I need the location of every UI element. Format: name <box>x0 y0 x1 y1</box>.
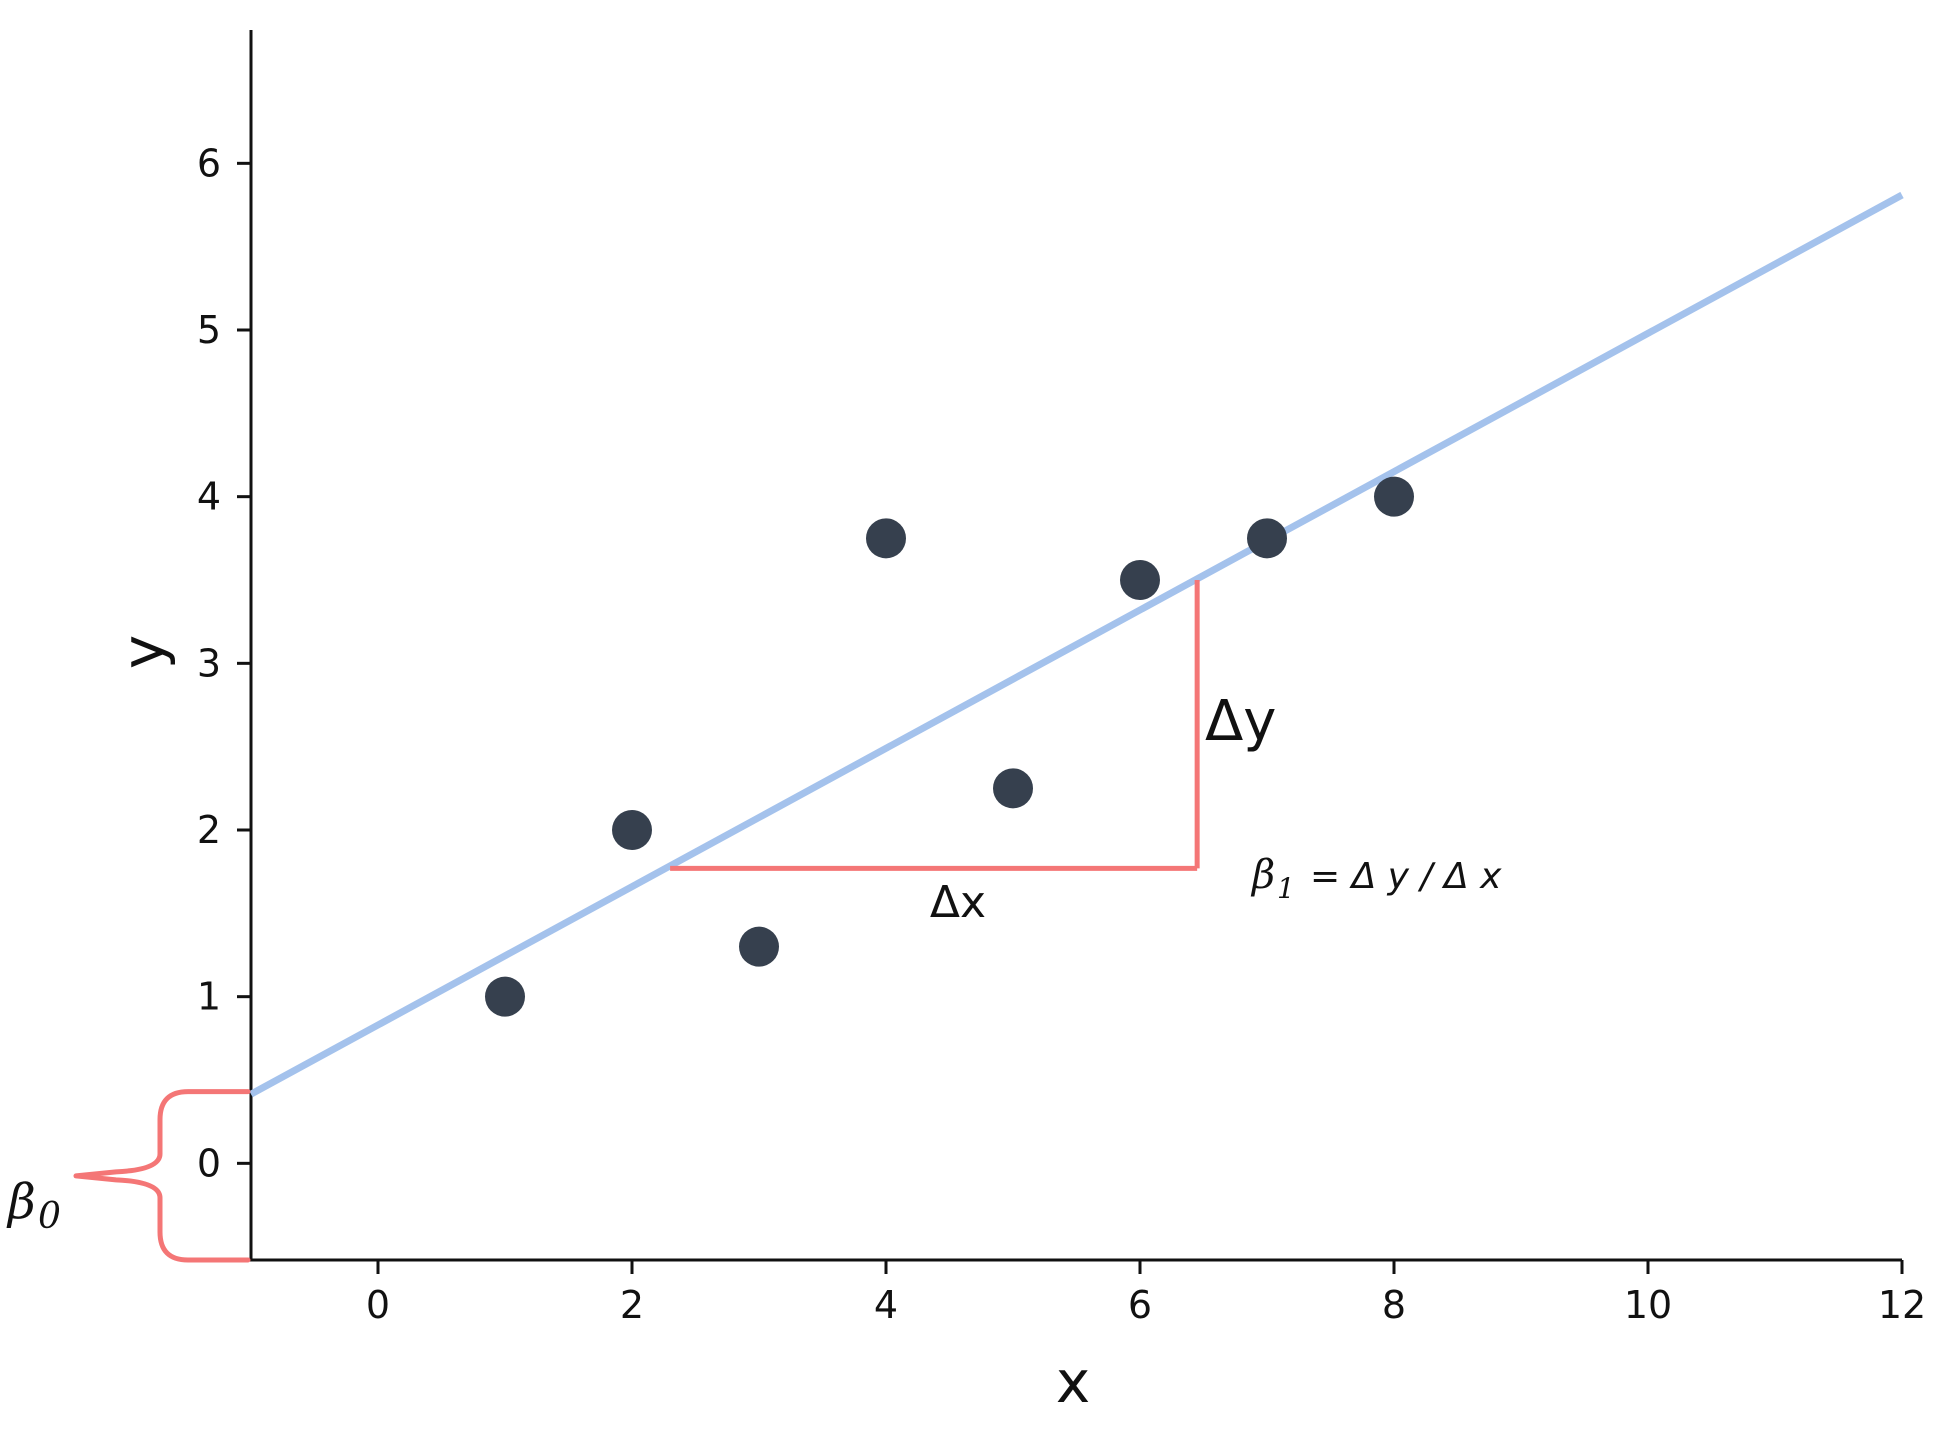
data-point <box>1120 560 1160 600</box>
delta-x-label: Δx <box>930 877 986 928</box>
y-tick-label: 1 <box>197 975 221 1019</box>
beta0-subscript: 0 <box>38 1196 61 1237</box>
y-tick-label: 4 <box>197 475 221 519</box>
beta0-label: β 0 <box>6 1174 61 1237</box>
y-tick-label: 0 <box>197 1141 221 1185</box>
y-ticks: 0 1 2 3 4 5 6 <box>197 141 251 1185</box>
x-tick-label: 4 <box>874 1283 898 1327</box>
data-point <box>612 810 652 850</box>
x-tick-label: 0 <box>366 1283 390 1327</box>
x-tick-label: 2 <box>620 1283 644 1327</box>
data-point <box>866 518 906 559</box>
x-tick-label: 6 <box>1128 1283 1152 1327</box>
beta0-brace <box>73 1089 251 1263</box>
y-tick-label: 5 <box>197 308 221 352</box>
data-point <box>1374 476 1414 517</box>
x-ticks: 0 2 4 6 8 10 12 <box>366 1260 1926 1327</box>
y-tick-label: 3 <box>197 641 221 685</box>
data-point <box>739 926 779 967</box>
beta1-formula: β 1 = Δ y / Δ x <box>1250 852 1502 905</box>
data-point <box>485 976 525 1017</box>
beta1-symbol: β <box>1250 852 1275 898</box>
regression-line <box>249 191 1904 1098</box>
axes <box>249 30 1902 1262</box>
y-axis-label: y <box>109 635 177 669</box>
y-tick-label: 6 <box>197 141 221 185</box>
x-tick-label: 12 <box>1878 1283 1926 1327</box>
x-axis-label: x <box>1056 1348 1090 1416</box>
y-tick-label: 2 <box>197 808 221 852</box>
beta1-subscript: 1 <box>1277 872 1295 905</box>
beta0-symbol: β <box>6 1174 36 1230</box>
data-points <box>485 476 1414 1017</box>
delta-y-label: Δy <box>1205 689 1276 754</box>
data-point <box>993 768 1033 809</box>
slope-triangle <box>670 580 1200 871</box>
x-tick-label: 10 <box>1624 1283 1672 1327</box>
x-tick-label: 8 <box>1382 1283 1406 1327</box>
data-point <box>1247 518 1287 559</box>
beta1-formula-text: = Δ y / Δ x <box>1310 856 1502 897</box>
